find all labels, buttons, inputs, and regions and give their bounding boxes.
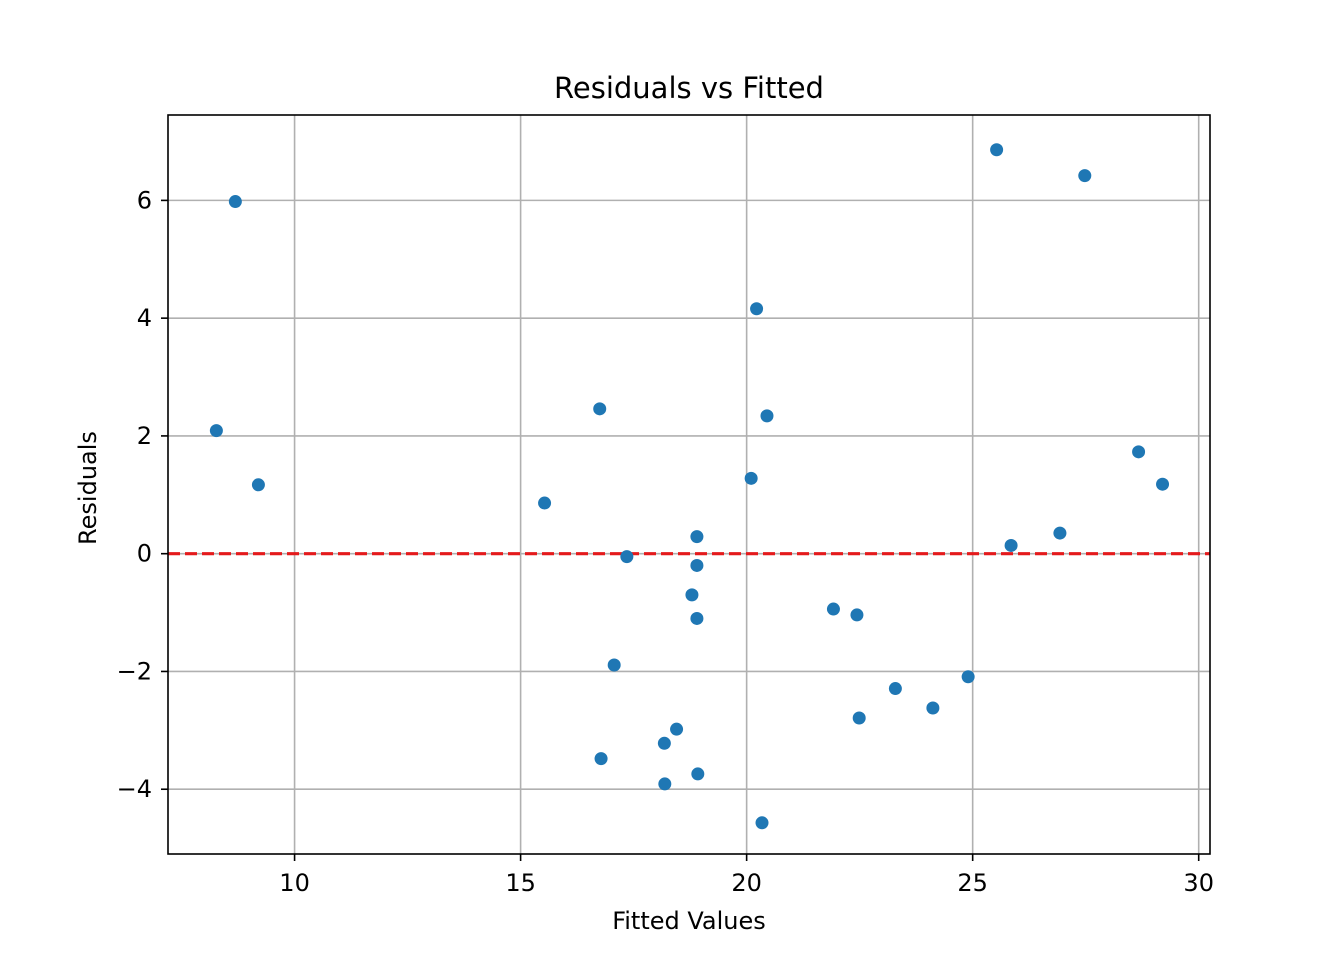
data-point [209,424,223,438]
x-tick-label: 10 [279,869,310,897]
y-tick-label: 0 [137,540,152,568]
data-point [1078,169,1092,183]
data-point [926,701,940,715]
y-tick-label: 2 [137,422,152,450]
data-point [620,550,634,564]
data-points [209,143,1170,830]
x-tick-label: 30 [1183,869,1214,897]
data-point [657,736,671,750]
x-tick-label: 15 [505,869,536,897]
data-point [755,816,769,830]
data-point [850,608,864,622]
y-tick-label: −2 [117,657,152,685]
data-point [593,402,607,416]
data-point [690,611,704,625]
data-point [658,777,672,791]
data-point [750,302,764,316]
data-point [670,722,684,736]
chart-title: Residuals vs Fitted [554,71,824,105]
axis-ticks: 10 15 20 25 30 −4 −2 0 2 4 6 [117,186,1214,897]
data-point [961,670,975,684]
data-point [760,409,774,423]
data-point [228,195,242,209]
y-tick-label: 6 [137,186,152,214]
data-point [538,496,552,510]
data-point [826,602,840,616]
y-axis-label: Residuals [74,431,102,545]
x-axis-label: Fitted Values [612,907,766,935]
data-point [594,752,608,766]
x-tick-label: 25 [957,869,988,897]
data-point [990,143,1004,157]
data-point [690,530,704,544]
data-point [1132,445,1146,459]
grid-lines [168,115,1210,854]
x-tick-label: 20 [731,869,762,897]
data-point [685,588,699,602]
data-point [691,767,705,781]
plot-frame [167,114,1211,855]
y-tick-label: 4 [137,304,152,332]
data-point [690,558,704,572]
data-point [852,711,866,725]
data-point [1156,477,1170,491]
data-point [1004,538,1018,552]
data-point [607,658,621,672]
data-point [251,478,265,492]
data-point [1053,526,1067,540]
data-point [744,471,758,485]
y-tick-label: −4 [117,775,152,803]
data-point [888,682,902,696]
